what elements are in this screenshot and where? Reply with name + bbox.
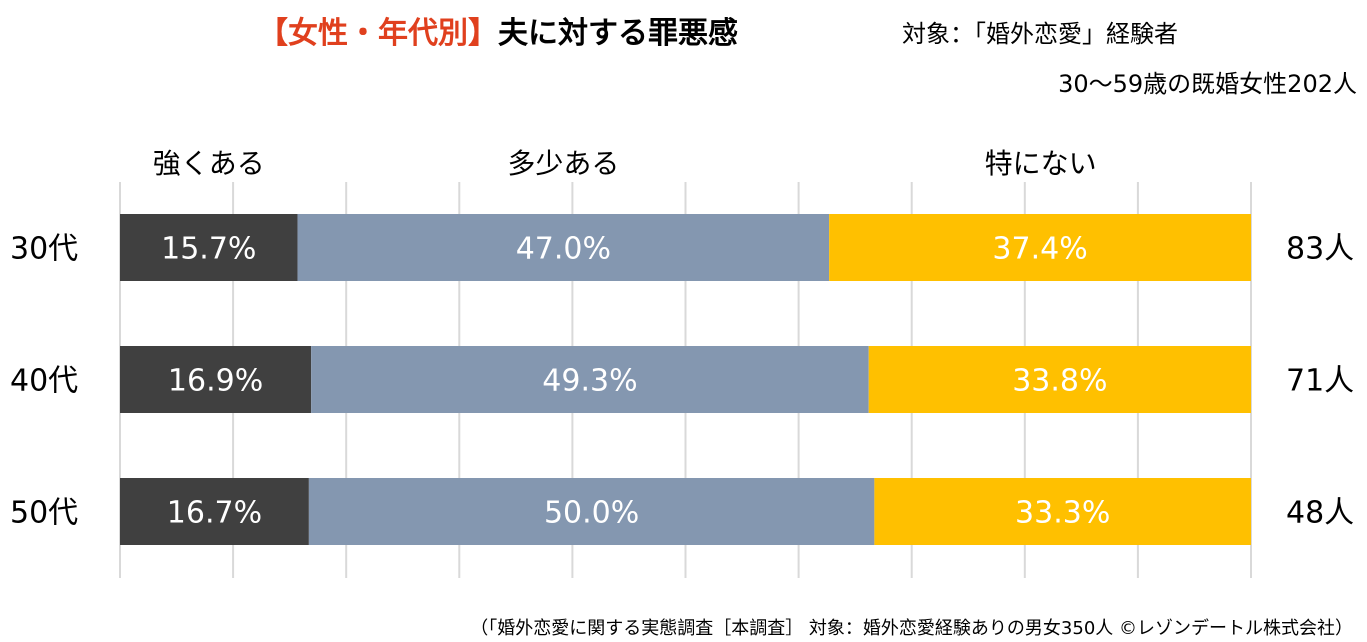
count-label: 71人 <box>1286 364 1354 399</box>
source-footnote: （「婚外恋愛に関する実態調査［本調査］ 対象：婚外恋愛経験ありの男女350人 ©… <box>470 618 1353 639</box>
bar-segment <box>120 214 298 281</box>
series-label: 多少ある <box>507 147 619 180</box>
data-label: 49.3% <box>542 364 637 399</box>
survey-subject: 対象：「婚外恋愛」経験者 <box>902 20 1178 48</box>
bar-segment <box>829 214 1251 281</box>
bar-segment <box>868 346 1251 413</box>
bar-segment <box>297 214 830 281</box>
data-label: 50.0% <box>544 496 639 531</box>
count-label: 48人 <box>1286 496 1354 531</box>
data-label: 47.0% <box>516 232 611 267</box>
chart-title: 【女性・年代別】夫に対する罪悪感 <box>258 8 738 52</box>
data-label: 16.7% <box>167 496 262 531</box>
data-label: 33.3% <box>1015 496 1110 531</box>
series-label: 特にない <box>985 147 1097 180</box>
data-label: 16.9% <box>168 364 263 399</box>
data-label: 33.8% <box>1012 364 1107 399</box>
category-label: 40代 <box>10 364 78 399</box>
data-label: 37.4% <box>992 232 1087 267</box>
data-label: 15.7% <box>161 232 256 267</box>
bar-segment <box>308 478 875 545</box>
bar-segment <box>120 478 309 545</box>
bar-segment <box>120 346 312 413</box>
category-label: 50代 <box>10 496 78 531</box>
chart-title-main: 夫に対する罪悪感 <box>498 16 738 51</box>
series-label: 強くある <box>153 147 265 180</box>
survey-sample: 30～59歳の既婚女性202人 <box>1058 70 1357 98</box>
count-label: 83人 <box>1286 232 1354 267</box>
bar-segment <box>874 478 1251 545</box>
bar-segment <box>311 346 869 413</box>
chart-title-accent: 【女性・年代別】 <box>258 16 498 51</box>
category-label: 30代 <box>10 232 78 267</box>
